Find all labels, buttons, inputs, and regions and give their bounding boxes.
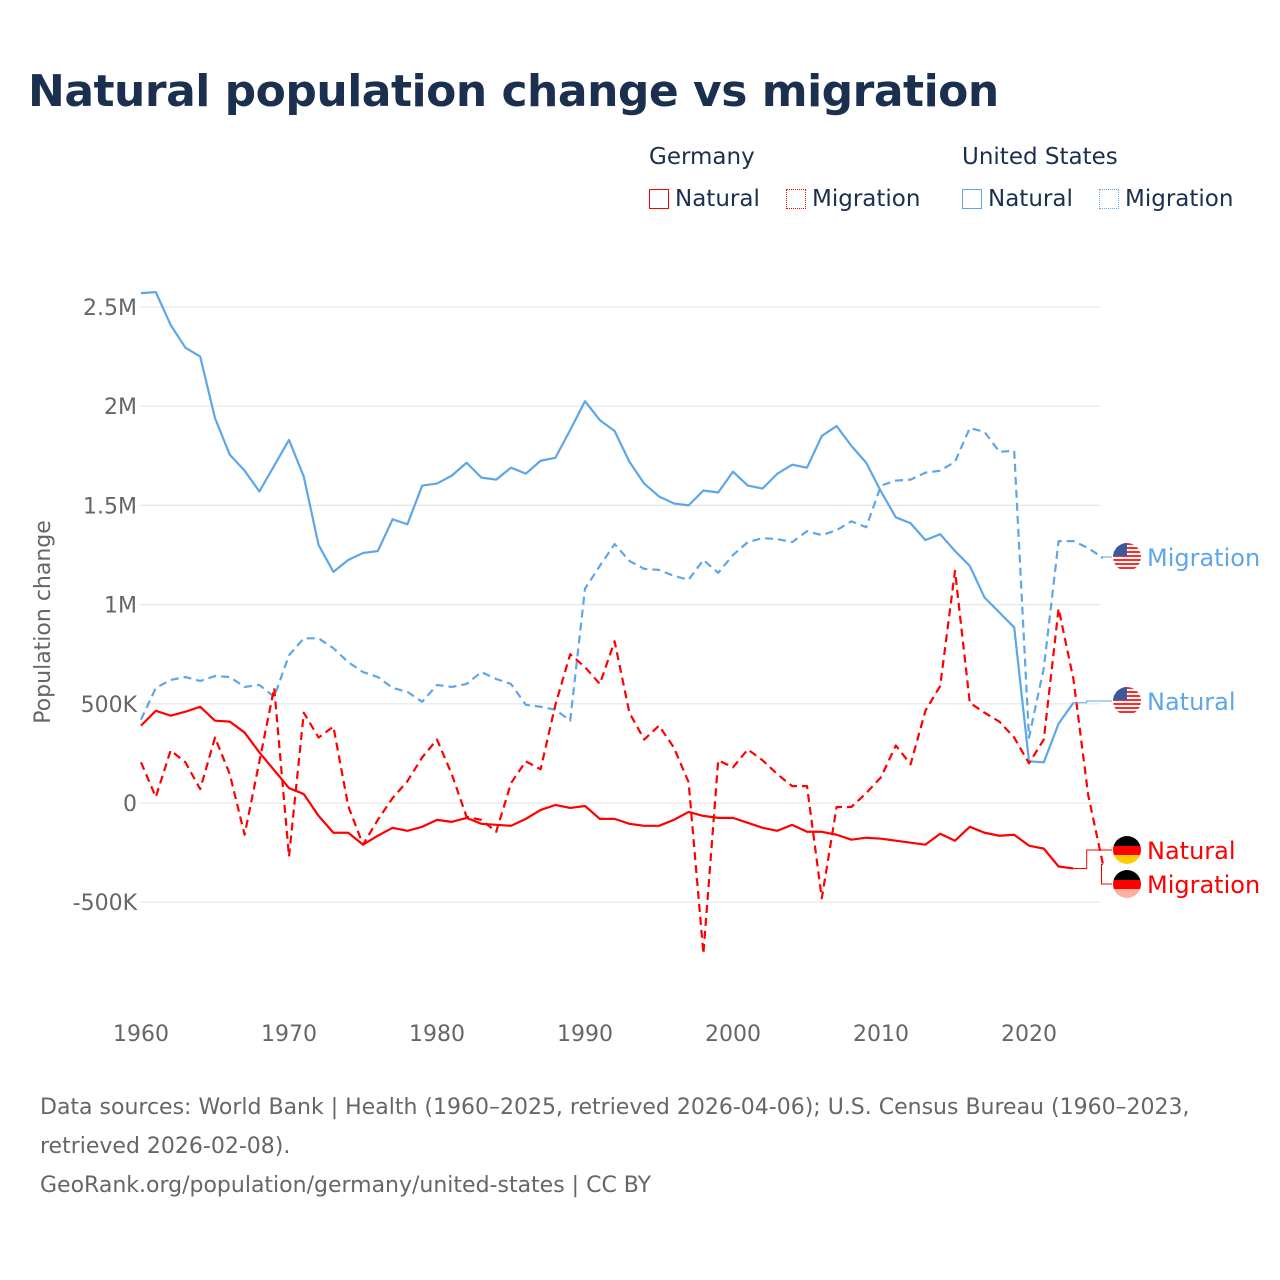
footer: Data sources: World Bank | Health (1960–… bbox=[40, 1088, 1250, 1205]
legend-germany-migration[interactable]: Migration bbox=[786, 186, 920, 212]
series-line-united-states-natural bbox=[140, 291, 1075, 764]
x-tick-label: 1990 bbox=[557, 1022, 613, 1047]
flag-stripe bbox=[1113, 889, 1141, 898]
solid-swatch-icon bbox=[649, 189, 669, 209]
x-tick-label: 2010 bbox=[853, 1022, 909, 1047]
y-axis-label: Population change bbox=[31, 520, 56, 724]
gridlines bbox=[140, 306, 1100, 903]
x-tick-label: 1970 bbox=[261, 1022, 317, 1047]
y-tick-label: 1.5M bbox=[83, 494, 137, 519]
y-tick-label: 2.5M bbox=[83, 296, 137, 321]
series-end-label: Natural bbox=[1147, 837, 1236, 865]
y-tick-label: -500K bbox=[73, 891, 138, 916]
series-end-label: Migration bbox=[1147, 871, 1260, 899]
legend-us-migration[interactable]: Migration bbox=[1099, 186, 1233, 212]
source-link[interactable]: GeoRank.org/population/germany/united-st… bbox=[40, 1173, 652, 1198]
y-tick-label: 500K bbox=[81, 693, 138, 718]
germany-flag-icon bbox=[1113, 870, 1141, 898]
series-line-germany-natural bbox=[140, 705, 1074, 870]
x-tick-label: 1980 bbox=[409, 1022, 465, 1047]
legend-label: Natural bbox=[988, 186, 1073, 212]
solid-swatch-icon bbox=[962, 189, 982, 209]
dotted-swatch-icon bbox=[786, 189, 806, 209]
legend-group-germany: Germany bbox=[649, 144, 755, 170]
series-line-germany-migration bbox=[139, 569, 1105, 955]
dotted-swatch-icon bbox=[1099, 189, 1119, 209]
flag-stripe bbox=[1113, 836, 1141, 846]
label-connector bbox=[1101, 864, 1112, 885]
label-connector bbox=[1073, 700, 1112, 704]
legend-label: Natural bbox=[675, 186, 760, 212]
flag-stripe bbox=[1113, 711, 1141, 713]
us-flag-icon bbox=[1113, 543, 1141, 569]
flag-stripe bbox=[1113, 703, 1141, 705]
label-connector bbox=[1101, 556, 1112, 559]
flag-canton bbox=[1113, 687, 1127, 700]
y-tick-label: 1M bbox=[104, 594, 137, 619]
flag-stripe bbox=[1113, 846, 1141, 855]
us-flag-icon bbox=[1113, 687, 1141, 713]
flag-stripe bbox=[1113, 870, 1141, 880]
y-tick-label: 2M bbox=[104, 395, 137, 420]
x-tick-label: 1960 bbox=[113, 1022, 169, 1047]
y-axis-ticks: -500K 0 500K 1M 1.5M 2M 2.5M bbox=[73, 296, 138, 916]
legend-group-united-states: United States bbox=[962, 144, 1118, 170]
x-axis-ticks: 1960 1970 1980 1990 2000 2010 2020 bbox=[113, 1022, 1057, 1047]
legend-germany-natural[interactable]: Natural bbox=[649, 186, 760, 212]
series-lines bbox=[139, 291, 1105, 955]
x-tick-label: 2020 bbox=[1001, 1022, 1057, 1047]
series-line-united-states-migration bbox=[140, 426, 1104, 739]
series-end-labels: Natural Migration Natural Migration bbox=[1073, 543, 1260, 899]
flag-stripe bbox=[1113, 563, 1141, 565]
series-end-label: Migration bbox=[1147, 544, 1260, 572]
label-connector bbox=[1073, 849, 1112, 869]
chart-title: Natural population change vs migration bbox=[28, 66, 999, 117]
flag-stripe bbox=[1113, 559, 1141, 561]
flag-canton bbox=[1113, 543, 1127, 556]
flag-stripe bbox=[1113, 855, 1141, 864]
legend-us-natural[interactable]: Natural bbox=[962, 186, 1073, 212]
x-tick-label: 2000 bbox=[705, 1022, 761, 1047]
y-tick-label: 0 bbox=[123, 792, 137, 817]
flag-stripe bbox=[1113, 880, 1141, 889]
flag-stripe bbox=[1113, 567, 1141, 569]
legend-label: Migration bbox=[1125, 186, 1234, 212]
data-sources: Data sources: World Bank | Health (1960–… bbox=[40, 1095, 1190, 1159]
line-chart: -500K 0 500K 1M 1.5M 2M 2.5M 1960 1970 1980 1990 2… bbox=[31, 291, 1260, 1047]
legend-label: Migration bbox=[812, 186, 921, 212]
germany-flag-icon bbox=[1113, 836, 1141, 864]
series-end-label: Natural bbox=[1147, 688, 1236, 716]
flag-stripe bbox=[1113, 707, 1141, 709]
